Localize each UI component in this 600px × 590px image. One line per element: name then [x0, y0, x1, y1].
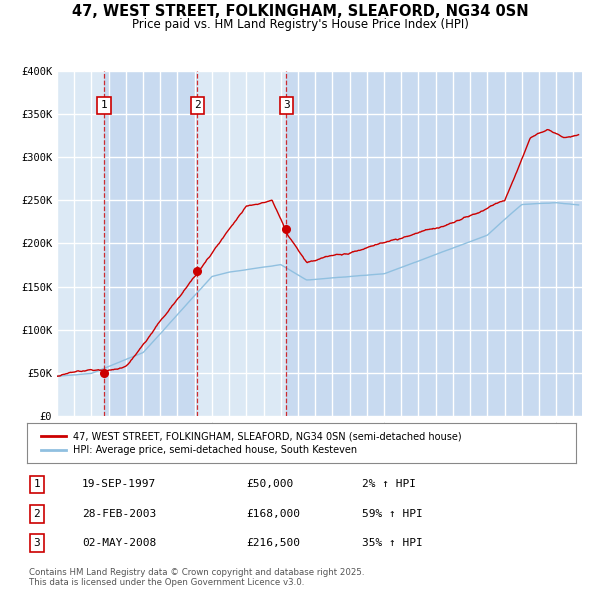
Bar [286, 71, 582, 416]
Text: 1: 1 [100, 100, 107, 110]
Text: 28-FEB-2003: 28-FEB-2003 [82, 509, 156, 519]
Text: 3: 3 [283, 100, 290, 110]
Text: 35% ↑ HPI: 35% ↑ HPI [362, 538, 422, 548]
Text: £50,000: £50,000 [247, 480, 294, 489]
Text: 2: 2 [34, 509, 40, 519]
Text: 02-MAY-2008: 02-MAY-2008 [82, 538, 156, 548]
Text: Contains HM Land Registry data © Crown copyright and database right 2025.
This d: Contains HM Land Registry data © Crown c… [29, 568, 364, 587]
Bar [57, 71, 104, 416]
Text: £168,000: £168,000 [247, 509, 301, 519]
Text: Price paid vs. HM Land Registry's House Price Index (HPI): Price paid vs. HM Land Registry's House … [131, 18, 469, 31]
Text: £216,500: £216,500 [247, 538, 301, 548]
Bar [104, 71, 197, 416]
Text: 1: 1 [34, 480, 40, 489]
Bar [197, 71, 286, 416]
Text: 47, WEST STREET, FOLKINGHAM, SLEAFORD, NG34 0SN: 47, WEST STREET, FOLKINGHAM, SLEAFORD, N… [71, 4, 529, 19]
Text: 3: 3 [34, 538, 40, 548]
Legend: 47, WEST STREET, FOLKINGHAM, SLEAFORD, NG34 0SN (semi-detached house), HPI: Aver: 47, WEST STREET, FOLKINGHAM, SLEAFORD, N… [37, 427, 466, 459]
Text: 2: 2 [194, 100, 201, 110]
Text: 59% ↑ HPI: 59% ↑ HPI [362, 509, 422, 519]
Text: 19-SEP-1997: 19-SEP-1997 [82, 480, 156, 489]
Text: 2% ↑ HPI: 2% ↑ HPI [362, 480, 416, 489]
